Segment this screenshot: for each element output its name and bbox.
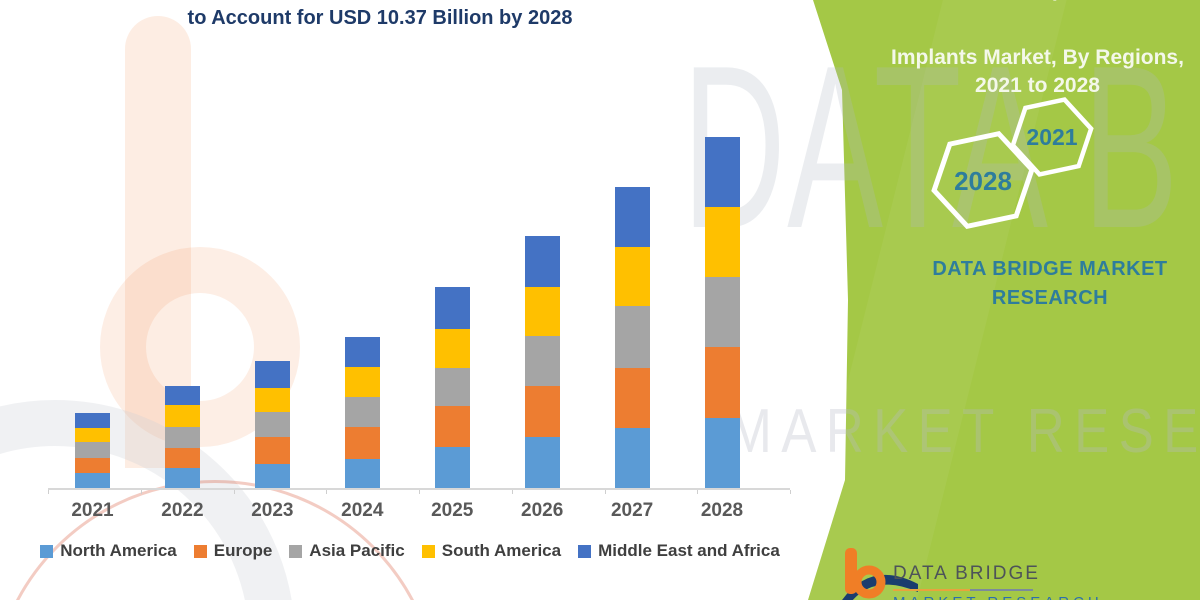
legend-swatch-icon <box>578 544 592 558</box>
x-axis-tick <box>419 490 420 494</box>
legend-label: Europe <box>213 541 273 560</box>
bar-2023-segment-europe <box>254 437 290 464</box>
bar-2021-segment-asia-pacific <box>75 442 110 458</box>
x-axis-tick <box>790 490 791 494</box>
bar-2022-segment-middle-east-and-africa <box>164 386 200 406</box>
bar-2025-segment-middle-east-and-africa <box>434 287 470 330</box>
footer-brand-underline <box>893 589 1033 591</box>
bar-2027-segment-south-america <box>614 247 650 307</box>
bar-2021 <box>75 412 110 488</box>
x-axis-label-2023: 2023 <box>251 500 294 521</box>
bar-2021-segment-north-america <box>75 473 110 488</box>
bar-2028-segment-south-america <box>704 207 740 277</box>
bar-2028 <box>704 136 740 488</box>
bar-2024 <box>344 336 380 488</box>
bar-2028-segment-europe <box>704 347 740 418</box>
legend-item-south-america: South America <box>421 541 562 561</box>
x-axis-label-2024: 2024 <box>341 500 384 521</box>
chart-legend: North America Europe Asia Pacific South Ame… <box>30 541 790 561</box>
bar-2027-segment-north-america <box>614 428 650 488</box>
bar-2026-segment-asia-pacific <box>524 336 560 387</box>
x-axis-line <box>48 488 790 490</box>
bar-2027 <box>614 187 650 488</box>
x-axis-tick <box>326 490 328 494</box>
bar-2024-segment-north-america <box>344 458 380 488</box>
bar-2027-segment-europe <box>614 367 650 428</box>
legend-label: North America <box>60 541 177 560</box>
bar-2023-segment-asia-pacific <box>254 412 290 438</box>
bar-2024-segment-south-america <box>344 366 380 397</box>
chart-title: to Account for USD 10.37 Billion by 2028 <box>187 7 573 29</box>
legend-swatch-icon <box>40 544 54 558</box>
bar-2026-segment-europe <box>524 386 560 438</box>
legend-label: South America <box>441 541 562 560</box>
bar-2022-segment-europe <box>164 447 200 468</box>
legend-swatch-icon <box>193 544 207 558</box>
bar-2024-segment-asia-pacific <box>344 396 380 427</box>
bar-2023-segment-north-america <box>254 463 290 488</box>
legend-item-middle-east-and-africa: Middle East and Africa <box>578 541 780 561</box>
x-axis-label-2027: 2027 <box>610 500 654 521</box>
x-axis-label-2026: 2026 <box>521 500 564 521</box>
x-axis-label-2022: 2022 <box>161 500 204 521</box>
bar-2026-segment-north-america <box>524 437 560 488</box>
bar-2025-segment-south-america <box>434 329 470 369</box>
x-axis-tick <box>233 490 235 494</box>
legend-item-north-america: North America <box>40 541 177 561</box>
side-title-line3: 2021 to 2028 <box>975 74 1100 97</box>
legend-item-asia-pacific: Asia Pacific <box>289 541 405 561</box>
legend-label: Asia Pacific <box>309 541 405 560</box>
x-axis-tick <box>48 490 49 494</box>
watermark-text-small: MARKET RESEARCH <box>728 397 1200 466</box>
bar-2027-segment-asia-pacific <box>614 306 650 368</box>
legend-swatch-icon <box>289 544 303 558</box>
bar-2025 <box>434 287 470 488</box>
hexagon-2028-label: 2028 <box>954 166 1012 196</box>
x-axis-label-2025: 2025 <box>431 500 474 521</box>
bar-2028-segment-asia-pacific <box>704 276 740 348</box>
side-panel-brand-text: DATA BRIDGE MARKET RESEARCH <box>932 258 1168 309</box>
bar-2024-segment-middle-east-and-africa <box>344 336 380 367</box>
legend-swatch-icon <box>421 544 435 558</box>
x-axis-label-2028: 2028 <box>700 500 744 521</box>
bar-2025-segment-north-america <box>434 446 470 488</box>
bar-2027-segment-middle-east-and-africa <box>614 187 650 248</box>
bar-2028-segment-north-america <box>704 417 740 488</box>
stacked-bar-chart: 2021 2022 2023 2024 2025 2026 2027 2028 <box>48 136 791 521</box>
x-axis-tick <box>604 490 606 494</box>
bar-2021-segment-middle-east-and-africa <box>75 412 110 429</box>
footer-brand-subtitle-clipped: MARKET RESEARCH <box>893 594 1103 600</box>
side-title-line1-clipped: Global Implants <box>880 0 1190 2</box>
bar-2026-segment-middle-east-and-africa <box>524 236 560 287</box>
x-axis-tick <box>697 490 699 494</box>
bar-2023 <box>254 360 290 488</box>
legend-item-europe: Europe <box>193 541 273 561</box>
x-axis-tick <box>511 490 513 494</box>
bar-2026-segment-south-america <box>524 287 560 337</box>
bar-2028-segment-middle-east-and-africa <box>704 136 740 208</box>
bar-2022 <box>164 386 200 488</box>
bar-2021-segment-south-america <box>75 428 110 443</box>
side-title-line2: Implants Market, By Regions, <box>891 46 1184 69</box>
bar-2025-segment-europe <box>434 405 470 447</box>
watermark-text-large: DATA B <box>682 18 1180 277</box>
legend-label: Middle East and Africa <box>598 541 780 560</box>
x-axis-tick <box>140 490 142 494</box>
bar-2024-segment-europe <box>344 426 380 459</box>
footer-brand-name: DATA BRIDGE <box>893 563 1040 584</box>
bar-2022-segment-south-america <box>164 405 200 427</box>
bar-2026 <box>524 236 560 488</box>
bar-2023-segment-south-america <box>254 387 290 413</box>
bar-2021-segment-europe <box>75 457 110 474</box>
bar-2022-segment-asia-pacific <box>164 427 200 448</box>
x-axis-label-2021: 2021 <box>71 500 114 521</box>
bar-2025-segment-asia-pacific <box>434 368 470 406</box>
bar-2023-segment-middle-east-and-africa <box>254 360 290 388</box>
hexagon-2021-label: 2021 <box>1026 124 1078 150</box>
bar-2022-segment-north-america <box>164 467 200 488</box>
